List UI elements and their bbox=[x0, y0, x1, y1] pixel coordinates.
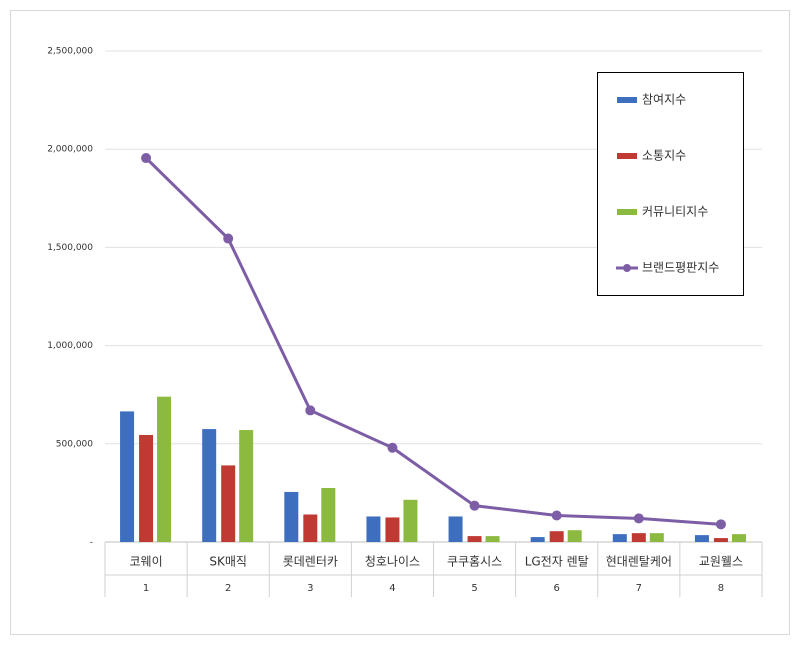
bar bbox=[321, 487, 336, 542]
bar bbox=[303, 514, 318, 542]
x-group-label: 4 bbox=[389, 583, 395, 594]
y-tick-label: 500,000 bbox=[56, 439, 93, 449]
bar bbox=[549, 531, 564, 542]
bar bbox=[631, 533, 646, 542]
x-group-label: 5 bbox=[471, 583, 477, 594]
bar bbox=[403, 499, 418, 542]
line-marker bbox=[633, 513, 644, 524]
x-group-label: 1 bbox=[143, 583, 149, 594]
x-tick-label: 롯데렌터카 bbox=[283, 555, 338, 569]
bar bbox=[694, 535, 709, 542]
bar bbox=[612, 534, 627, 542]
x-group-label: 6 bbox=[554, 583, 560, 594]
bar bbox=[120, 411, 135, 542]
legend-label: 소통지수 bbox=[642, 149, 686, 163]
bar bbox=[139, 434, 154, 542]
legend-label: 참여지수 bbox=[642, 93, 686, 107]
legend-swatch bbox=[617, 153, 637, 159]
x-group-label: 7 bbox=[636, 583, 642, 594]
x-tick-label: 청호나이스 bbox=[365, 555, 420, 569]
x-tick-label: 쿠쿠홈시스 bbox=[447, 555, 502, 569]
x-group-label: 2 bbox=[225, 583, 231, 594]
line-marker bbox=[551, 510, 562, 521]
bar bbox=[713, 538, 728, 542]
bar bbox=[366, 516, 381, 542]
line-marker bbox=[141, 153, 152, 164]
x-group-label: 3 bbox=[307, 583, 313, 594]
bar bbox=[530, 537, 545, 542]
y-tick-label: 1,500,000 bbox=[47, 243, 93, 253]
x-tick-label: LG전자 렌탈 bbox=[525, 555, 589, 569]
y-tick-label: 2,000,000 bbox=[47, 145, 93, 155]
x-tick-label: 현대렌탈케어 bbox=[606, 555, 672, 569]
line bbox=[145, 156, 722, 526]
bar bbox=[448, 516, 463, 542]
y-tick-label: - bbox=[90, 538, 93, 548]
bar bbox=[467, 536, 482, 542]
bar bbox=[731, 534, 746, 542]
line-marker bbox=[469, 500, 480, 511]
bar bbox=[221, 465, 236, 542]
legend-label: 커뮤니티지수 bbox=[642, 205, 708, 219]
x-tick-label: 코웨이 bbox=[130, 555, 163, 569]
line-marker bbox=[223, 233, 234, 244]
bar bbox=[202, 429, 217, 542]
x-group-label: 8 bbox=[718, 583, 724, 594]
x-tick-label: SK매직 bbox=[209, 555, 247, 569]
bar bbox=[157, 396, 172, 542]
bar bbox=[485, 536, 500, 542]
bar bbox=[649, 533, 664, 542]
bar bbox=[385, 517, 400, 542]
legend-label: 브랜드평판지수 bbox=[642, 261, 719, 275]
legend-swatch bbox=[617, 97, 637, 103]
y-tick-label: 1,000,000 bbox=[47, 341, 93, 351]
legend-swatch-marker bbox=[623, 264, 631, 272]
line-marker bbox=[305, 405, 316, 416]
legend-swatch bbox=[617, 209, 637, 215]
bar bbox=[284, 491, 299, 542]
y-tick-label: 2,500,000 bbox=[47, 47, 93, 57]
x-tick-label: 교원웰스 bbox=[699, 555, 743, 569]
line-marker bbox=[387, 442, 398, 453]
legend-box bbox=[597, 72, 744, 296]
line-marker bbox=[715, 519, 726, 530]
bar bbox=[239, 430, 254, 542]
bar bbox=[567, 530, 582, 542]
